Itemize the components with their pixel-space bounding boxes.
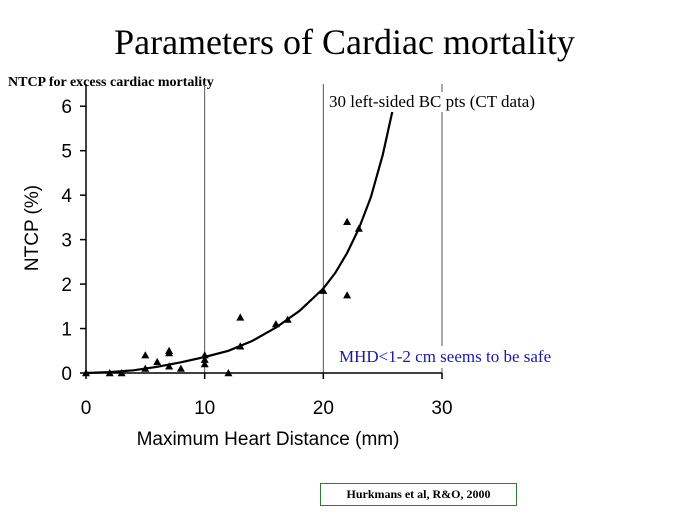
data-point-17 — [283, 315, 292, 323]
x-tick-label-30: 30 — [431, 398, 452, 419]
data-point-20 — [343, 217, 352, 225]
y-tick-label-2: 2 — [61, 275, 72, 296]
y-tick-label-5: 5 — [61, 142, 72, 163]
y-tick-label-4: 4 — [61, 186, 72, 207]
y-tick-label-6: 6 — [61, 97, 72, 118]
data-point-4 — [141, 351, 150, 359]
y-axis-title: NTCP (%) — [22, 185, 43, 271]
data-point-14 — [236, 342, 245, 350]
data-point-5 — [153, 357, 162, 366]
data-point-10 — [200, 360, 209, 368]
chart-subtitle: NTCP for excess cardiac mortality — [8, 75, 214, 90]
y-tick-label-0: 0 — [61, 364, 72, 385]
data-point-8 — [165, 346, 174, 354]
data-point-16 — [271, 320, 280, 328]
data-point-1 — [105, 369, 114, 377]
data-point-6 — [165, 362, 174, 370]
axis-layer — [80, 84, 443, 379]
data-point-12 — [200, 351, 209, 359]
data-point-15 — [236, 313, 245, 321]
data-point-3 — [141, 364, 150, 372]
data-point-2 — [117, 369, 126, 377]
slide-title: Parameters of Cardiac mortality — [114, 22, 575, 62]
x-tick-label-10: 10 — [194, 398, 215, 419]
data-point-19 — [343, 291, 352, 299]
data-point-18 — [319, 286, 328, 294]
tick-label-layer: 0 10 20 30 0 1 2 3 4 5 6 — [61, 97, 452, 419]
point-layer — [82, 97, 399, 377]
curve-layer — [84, 100, 396, 375]
x-tick-label-20: 20 — [313, 398, 334, 419]
y-tick-label-3: 3 — [61, 231, 72, 252]
safety-annotation: MHD<1-2 cm seems to be safe — [337, 346, 554, 368]
x-axis-title: Maximum Heart Distance (mm) — [137, 429, 400, 450]
grid-layer — [204, 84, 443, 373]
y-tick-label-1: 1 — [61, 320, 72, 341]
data-point-9 — [176, 364, 185, 372]
data-point-21 — [354, 224, 363, 232]
data-point-0 — [82, 369, 90, 377]
ntcp-fit-curve — [84, 100, 396, 375]
dataset-label: 30 left-sided BC pts (CT data) — [327, 92, 538, 112]
data-point-11 — [200, 355, 209, 363]
data-point-13 — [224, 369, 233, 377]
citation-box: Hurkmans et al, R&O, 2000 — [320, 483, 517, 506]
x-tick-label-0: 0 — [81, 398, 92, 419]
